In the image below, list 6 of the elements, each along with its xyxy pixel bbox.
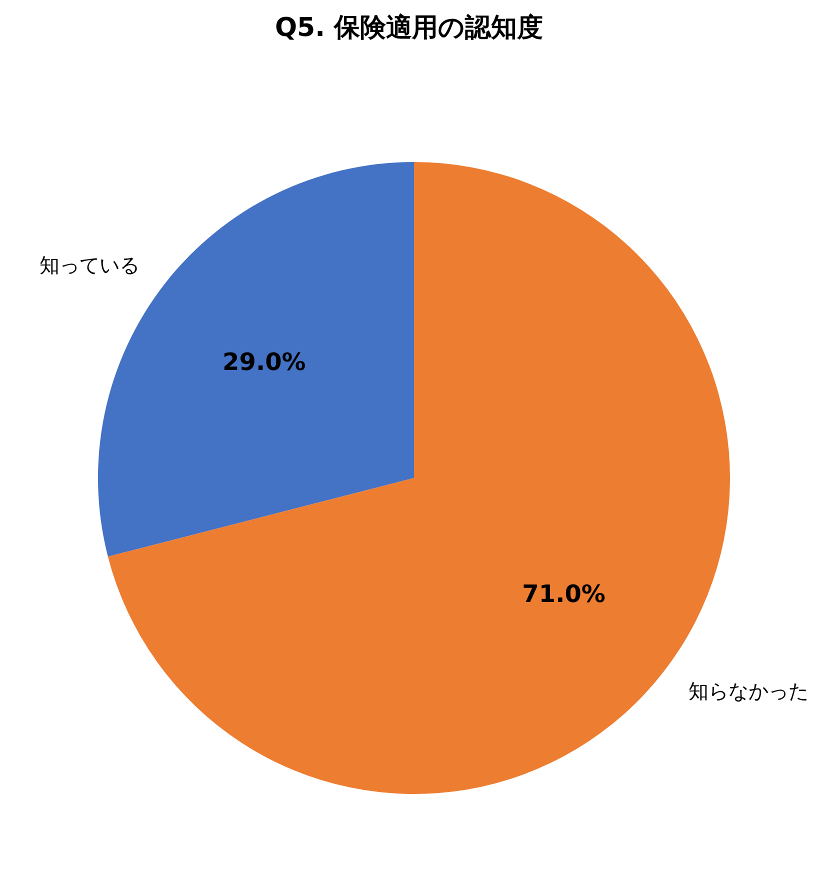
slice-label: 知らなかった	[688, 679, 809, 704]
data-label: 29.0%	[222, 348, 306, 376]
pie-slice	[98, 162, 414, 557]
data-label: 71.0%	[522, 580, 606, 608]
slice-label: 知っている	[39, 252, 140, 277]
chart-title: Q5. 保険適用の認知度	[274, 13, 544, 43]
